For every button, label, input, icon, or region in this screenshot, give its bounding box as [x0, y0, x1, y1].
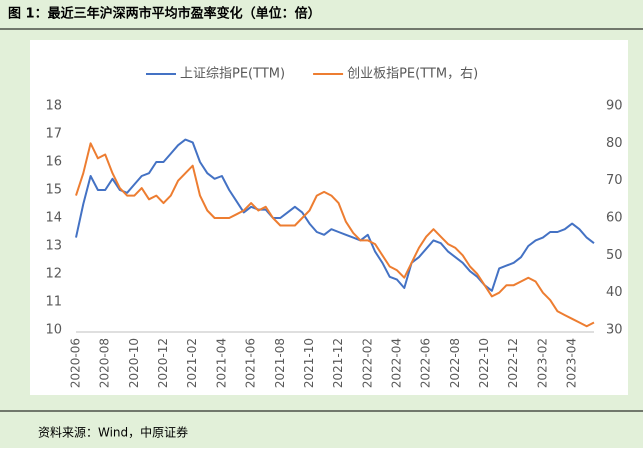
- x-tick-label: 2022-04: [390, 338, 404, 388]
- x-tick-label: 2022-06: [419, 338, 433, 388]
- x-tick-label: 2020-12: [156, 338, 170, 388]
- y2-tick-label: 70: [606, 173, 623, 188]
- chart-title: 图 1：最近三年沪深两市平均市盈率变化（单位：倍）: [8, 6, 321, 22]
- x-tick-label: 2022-02: [360, 338, 374, 388]
- x-tick-label: 2021-04: [214, 338, 228, 388]
- x-tick-label: 2021-10: [302, 338, 316, 388]
- plot-area: [30, 40, 628, 395]
- legend-label: 上证综指PE(TTM): [180, 67, 285, 82]
- x-tick-label: 2022-12: [506, 338, 520, 388]
- y-tick-label: 12: [45, 267, 62, 282]
- x-tick-label: 2020-10: [127, 338, 141, 388]
- y-tick-label: 15: [45, 183, 62, 198]
- series-line: [75, 138, 595, 292]
- y-tick-label: 11: [45, 295, 62, 310]
- y-tick-label: 16: [45, 155, 62, 170]
- x-tick-label: 2023-02: [535, 338, 549, 388]
- y2-tick-label: 50: [606, 248, 623, 263]
- y-tick-label: 17: [45, 127, 62, 142]
- legend-label: 创业板指PE(TTM，右): [347, 67, 478, 82]
- x-tick-label: 2022-10: [477, 338, 491, 388]
- x-tick-label: 2021-06: [244, 338, 258, 388]
- x-tick-label: 2021-02: [185, 338, 199, 388]
- y2-tick-label: 80: [606, 136, 623, 151]
- x-tick-label: 2021-12: [331, 338, 345, 388]
- series-line: [75, 142, 595, 328]
- x-tick-label: 2023-04: [565, 338, 579, 388]
- x-tick-label: 2021-08: [273, 338, 287, 388]
- source-note: 资料来源：Wind，中原证券: [38, 425, 188, 440]
- y-tick-label: 14: [45, 211, 62, 226]
- y2-tick-label: 60: [606, 211, 623, 226]
- y2-tick-label: 30: [606, 323, 623, 338]
- x-tick-label: 2022-08: [448, 338, 462, 388]
- y-tick-label: 13: [45, 239, 62, 254]
- y2-tick-label: 90: [606, 99, 623, 114]
- y2-tick-label: 40: [606, 285, 623, 300]
- x-tick-label: 2020-08: [98, 338, 112, 388]
- y-tick-label: 18: [45, 99, 62, 114]
- x-tick-label: 2020-06: [69, 338, 83, 388]
- y-tick-label: 10: [45, 323, 62, 338]
